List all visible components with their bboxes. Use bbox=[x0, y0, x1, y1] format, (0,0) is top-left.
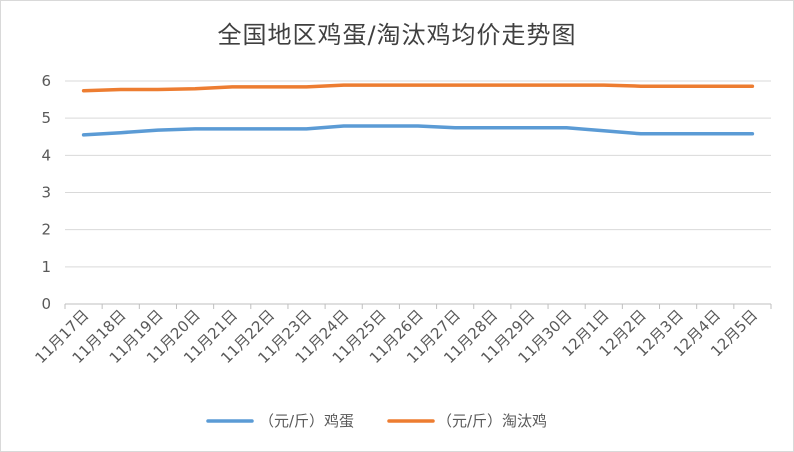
x-axis bbox=[64, 303, 772, 309]
series-line-2 bbox=[81, 83, 755, 93]
chart-title: 全国地区鸡蛋/淘汰鸡均价走势图 bbox=[217, 21, 577, 49]
y-tick-label: 1 bbox=[41, 258, 51, 276]
legend-label: （元/斤）淘汰鸡 bbox=[437, 412, 547, 430]
series-lines bbox=[81, 83, 755, 137]
y-tick-label: 0 bbox=[41, 295, 51, 313]
y-tick-label: 5 bbox=[41, 109, 51, 127]
x-axis-ticks: 11月17日11月18日11月19日11月20日11月21日11月22日11月2… bbox=[31, 306, 761, 367]
gridlines bbox=[65, 80, 771, 268]
y-tick-label: 2 bbox=[41, 221, 51, 239]
legend: （元/斤）鸡蛋 （元/斤）淘汰鸡 bbox=[206, 412, 547, 430]
y-axis-ticks: 0 1 2 3 4 5 6 bbox=[41, 72, 51, 313]
y-tick-label: 4 bbox=[41, 146, 51, 164]
y-tick-label: 6 bbox=[41, 72, 51, 90]
legend-label: （元/斤）鸡蛋 bbox=[259, 412, 354, 430]
y-tick-label: 3 bbox=[41, 184, 51, 202]
series-line-1 bbox=[81, 124, 755, 137]
